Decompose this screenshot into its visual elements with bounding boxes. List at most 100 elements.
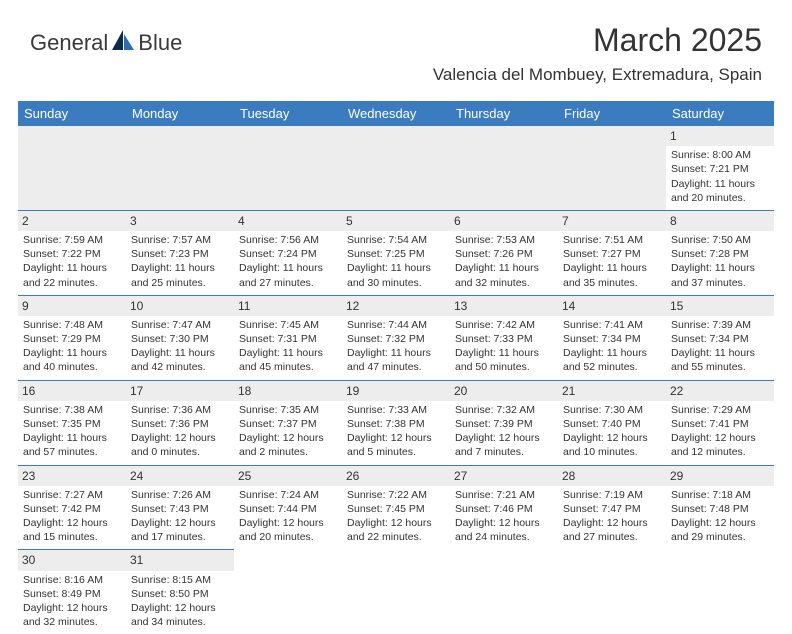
calendar-cell xyxy=(450,126,558,210)
day-details: Sunrise: 7:59 AMSunset: 7:22 PMDaylight:… xyxy=(23,233,121,290)
day-number: 3 xyxy=(126,211,234,231)
calendar-cell xyxy=(18,126,126,210)
day-details: Sunrise: 7:21 AMSunset: 7:46 PMDaylight:… xyxy=(455,488,553,545)
day-details: Sunrise: 7:27 AMSunset: 7:42 PMDaylight:… xyxy=(23,488,121,545)
day-number: 26 xyxy=(342,466,450,486)
calendar-cell xyxy=(126,126,234,210)
brand-name-part2: Blue xyxy=(138,30,182,56)
calendar-cell: 30Sunrise: 8:16 AMSunset: 8:49 PMDayligh… xyxy=(18,550,126,634)
day-details: Sunrise: 7:26 AMSunset: 7:43 PMDaylight:… xyxy=(131,488,229,545)
calendar-cell: 8Sunrise: 7:50 AMSunset: 7:28 PMDaylight… xyxy=(666,210,774,295)
day-details: Sunrise: 7:38 AMSunset: 7:35 PMDaylight:… xyxy=(23,403,121,460)
calendar-cell: 13Sunrise: 7:42 AMSunset: 7:33 PMDayligh… xyxy=(450,295,558,380)
day-number: 17 xyxy=(126,381,234,401)
day-details: Sunrise: 7:29 AMSunset: 7:41 PMDaylight:… xyxy=(671,403,769,460)
day-number: 8 xyxy=(666,211,774,231)
day-details: Sunrise: 7:54 AMSunset: 7:25 PMDaylight:… xyxy=(347,233,445,290)
day-number: 27 xyxy=(450,466,558,486)
calendar-cell: 1Sunrise: 8:00 AMSunset: 7:21 PMDaylight… xyxy=(666,126,774,210)
day-details: Sunrise: 7:33 AMSunset: 7:38 PMDaylight:… xyxy=(347,403,445,460)
day-number: 6 xyxy=(450,211,558,231)
day-details: Sunrise: 7:41 AMSunset: 7:34 PMDaylight:… xyxy=(563,318,661,375)
calendar-cell: 21Sunrise: 7:30 AMSunset: 7:40 PMDayligh… xyxy=(558,380,666,465)
calendar-cell: 25Sunrise: 7:24 AMSunset: 7:44 PMDayligh… xyxy=(234,465,342,550)
calendar-cell: 27Sunrise: 7:21 AMSunset: 7:46 PMDayligh… xyxy=(450,465,558,550)
day-details: Sunrise: 7:18 AMSunset: 7:48 PMDaylight:… xyxy=(671,488,769,545)
calendar-cell: 10Sunrise: 7:47 AMSunset: 7:30 PMDayligh… xyxy=(126,295,234,380)
day-details: Sunrise: 7:50 AMSunset: 7:28 PMDaylight:… xyxy=(671,233,769,290)
header: General Blue March 2025 Valencia del Mom… xyxy=(0,0,792,93)
calendar-cell: 12Sunrise: 7:44 AMSunset: 7:32 PMDayligh… xyxy=(342,295,450,380)
day-details: Sunrise: 8:15 AMSunset: 8:50 PMDaylight:… xyxy=(131,573,229,630)
calendar-cell: 18Sunrise: 7:35 AMSunset: 7:37 PMDayligh… xyxy=(234,380,342,465)
day-details: Sunrise: 7:47 AMSunset: 7:30 PMDaylight:… xyxy=(131,318,229,375)
brand-logo: General Blue xyxy=(30,28,182,57)
day-number: 14 xyxy=(558,296,666,316)
day-details: Sunrise: 7:35 AMSunset: 7:37 PMDaylight:… xyxy=(239,403,337,460)
col-tuesday: Tuesday xyxy=(234,101,342,126)
day-number: 30 xyxy=(18,550,126,570)
calendar-cell xyxy=(342,550,450,634)
day-details: Sunrise: 7:22 AMSunset: 7:45 PMDaylight:… xyxy=(347,488,445,545)
calendar-row: 2Sunrise: 7:59 AMSunset: 7:22 PMDaylight… xyxy=(18,210,774,295)
location-subtitle: Valencia del Mombuey, Extremadura, Spain xyxy=(433,65,762,85)
calendar-cell xyxy=(666,550,774,634)
col-saturday: Saturday xyxy=(666,101,774,126)
day-number: 10 xyxy=(126,296,234,316)
day-number: 4 xyxy=(234,211,342,231)
calendar-row: 1Sunrise: 8:00 AMSunset: 7:21 PMDaylight… xyxy=(18,126,774,210)
day-number: 23 xyxy=(18,466,126,486)
day-number: 20 xyxy=(450,381,558,401)
calendar-cell: 6Sunrise: 7:53 AMSunset: 7:26 PMDaylight… xyxy=(450,210,558,295)
calendar-header-row: Sunday Monday Tuesday Wednesday Thursday… xyxy=(18,101,774,126)
calendar-cell: 19Sunrise: 7:33 AMSunset: 7:38 PMDayligh… xyxy=(342,380,450,465)
day-details: Sunrise: 7:32 AMSunset: 7:39 PMDaylight:… xyxy=(455,403,553,460)
col-sunday: Sunday xyxy=(18,101,126,126)
col-friday: Friday xyxy=(558,101,666,126)
col-monday: Monday xyxy=(126,101,234,126)
calendar-row: 30Sunrise: 8:16 AMSunset: 8:49 PMDayligh… xyxy=(18,550,774,634)
day-number: 2 xyxy=(18,211,126,231)
calendar-cell: 7Sunrise: 7:51 AMSunset: 7:27 PMDaylight… xyxy=(558,210,666,295)
day-number: 11 xyxy=(234,296,342,316)
calendar-cell: 29Sunrise: 7:18 AMSunset: 7:48 PMDayligh… xyxy=(666,465,774,550)
day-details: Sunrise: 8:00 AMSunset: 7:21 PMDaylight:… xyxy=(671,148,769,205)
calendar-cell: 17Sunrise: 7:36 AMSunset: 7:36 PMDayligh… xyxy=(126,380,234,465)
calendar-cell: 4Sunrise: 7:56 AMSunset: 7:24 PMDaylight… xyxy=(234,210,342,295)
calendar-cell: 22Sunrise: 7:29 AMSunset: 7:41 PMDayligh… xyxy=(666,380,774,465)
day-number: 15 xyxy=(666,296,774,316)
day-details: Sunrise: 7:30 AMSunset: 7:40 PMDaylight:… xyxy=(563,403,661,460)
day-details: Sunrise: 7:36 AMSunset: 7:36 PMDaylight:… xyxy=(131,403,229,460)
calendar-cell: 24Sunrise: 7:26 AMSunset: 7:43 PMDayligh… xyxy=(126,465,234,550)
calendar-row: 23Sunrise: 7:27 AMSunset: 7:42 PMDayligh… xyxy=(18,465,774,550)
day-details: Sunrise: 7:57 AMSunset: 7:23 PMDaylight:… xyxy=(131,233,229,290)
day-details: Sunrise: 7:39 AMSunset: 7:34 PMDaylight:… xyxy=(671,318,769,375)
calendar-cell: 9Sunrise: 7:48 AMSunset: 7:29 PMDaylight… xyxy=(18,295,126,380)
day-number: 1 xyxy=(666,126,774,146)
calendar-cell xyxy=(558,550,666,634)
calendar-cell: 26Sunrise: 7:22 AMSunset: 7:45 PMDayligh… xyxy=(342,465,450,550)
day-number: 13 xyxy=(450,296,558,316)
day-details: Sunrise: 7:24 AMSunset: 7:44 PMDaylight:… xyxy=(239,488,337,545)
calendar-cell xyxy=(342,126,450,210)
calendar-cell: 3Sunrise: 7:57 AMSunset: 7:23 PMDaylight… xyxy=(126,210,234,295)
calendar-cell: 15Sunrise: 7:39 AMSunset: 7:34 PMDayligh… xyxy=(666,295,774,380)
day-number: 28 xyxy=(558,466,666,486)
calendar-cell xyxy=(234,126,342,210)
day-number: 22 xyxy=(666,381,774,401)
day-number: 31 xyxy=(126,550,234,570)
calendar-cell: 14Sunrise: 7:41 AMSunset: 7:34 PMDayligh… xyxy=(558,295,666,380)
day-number: 7 xyxy=(558,211,666,231)
day-details: Sunrise: 7:44 AMSunset: 7:32 PMDaylight:… xyxy=(347,318,445,375)
day-details: Sunrise: 7:45 AMSunset: 7:31 PMDaylight:… xyxy=(239,318,337,375)
day-number: 29 xyxy=(666,466,774,486)
calendar-cell xyxy=(450,550,558,634)
day-number: 18 xyxy=(234,381,342,401)
brand-name-part1: General xyxy=(30,30,108,56)
day-number: 5 xyxy=(342,211,450,231)
page-title: March 2025 xyxy=(433,22,762,59)
calendar-cell xyxy=(558,126,666,210)
day-number: 21 xyxy=(558,381,666,401)
sail-icon xyxy=(110,28,136,57)
title-block: March 2025 Valencia del Mombuey, Extrema… xyxy=(433,22,762,85)
